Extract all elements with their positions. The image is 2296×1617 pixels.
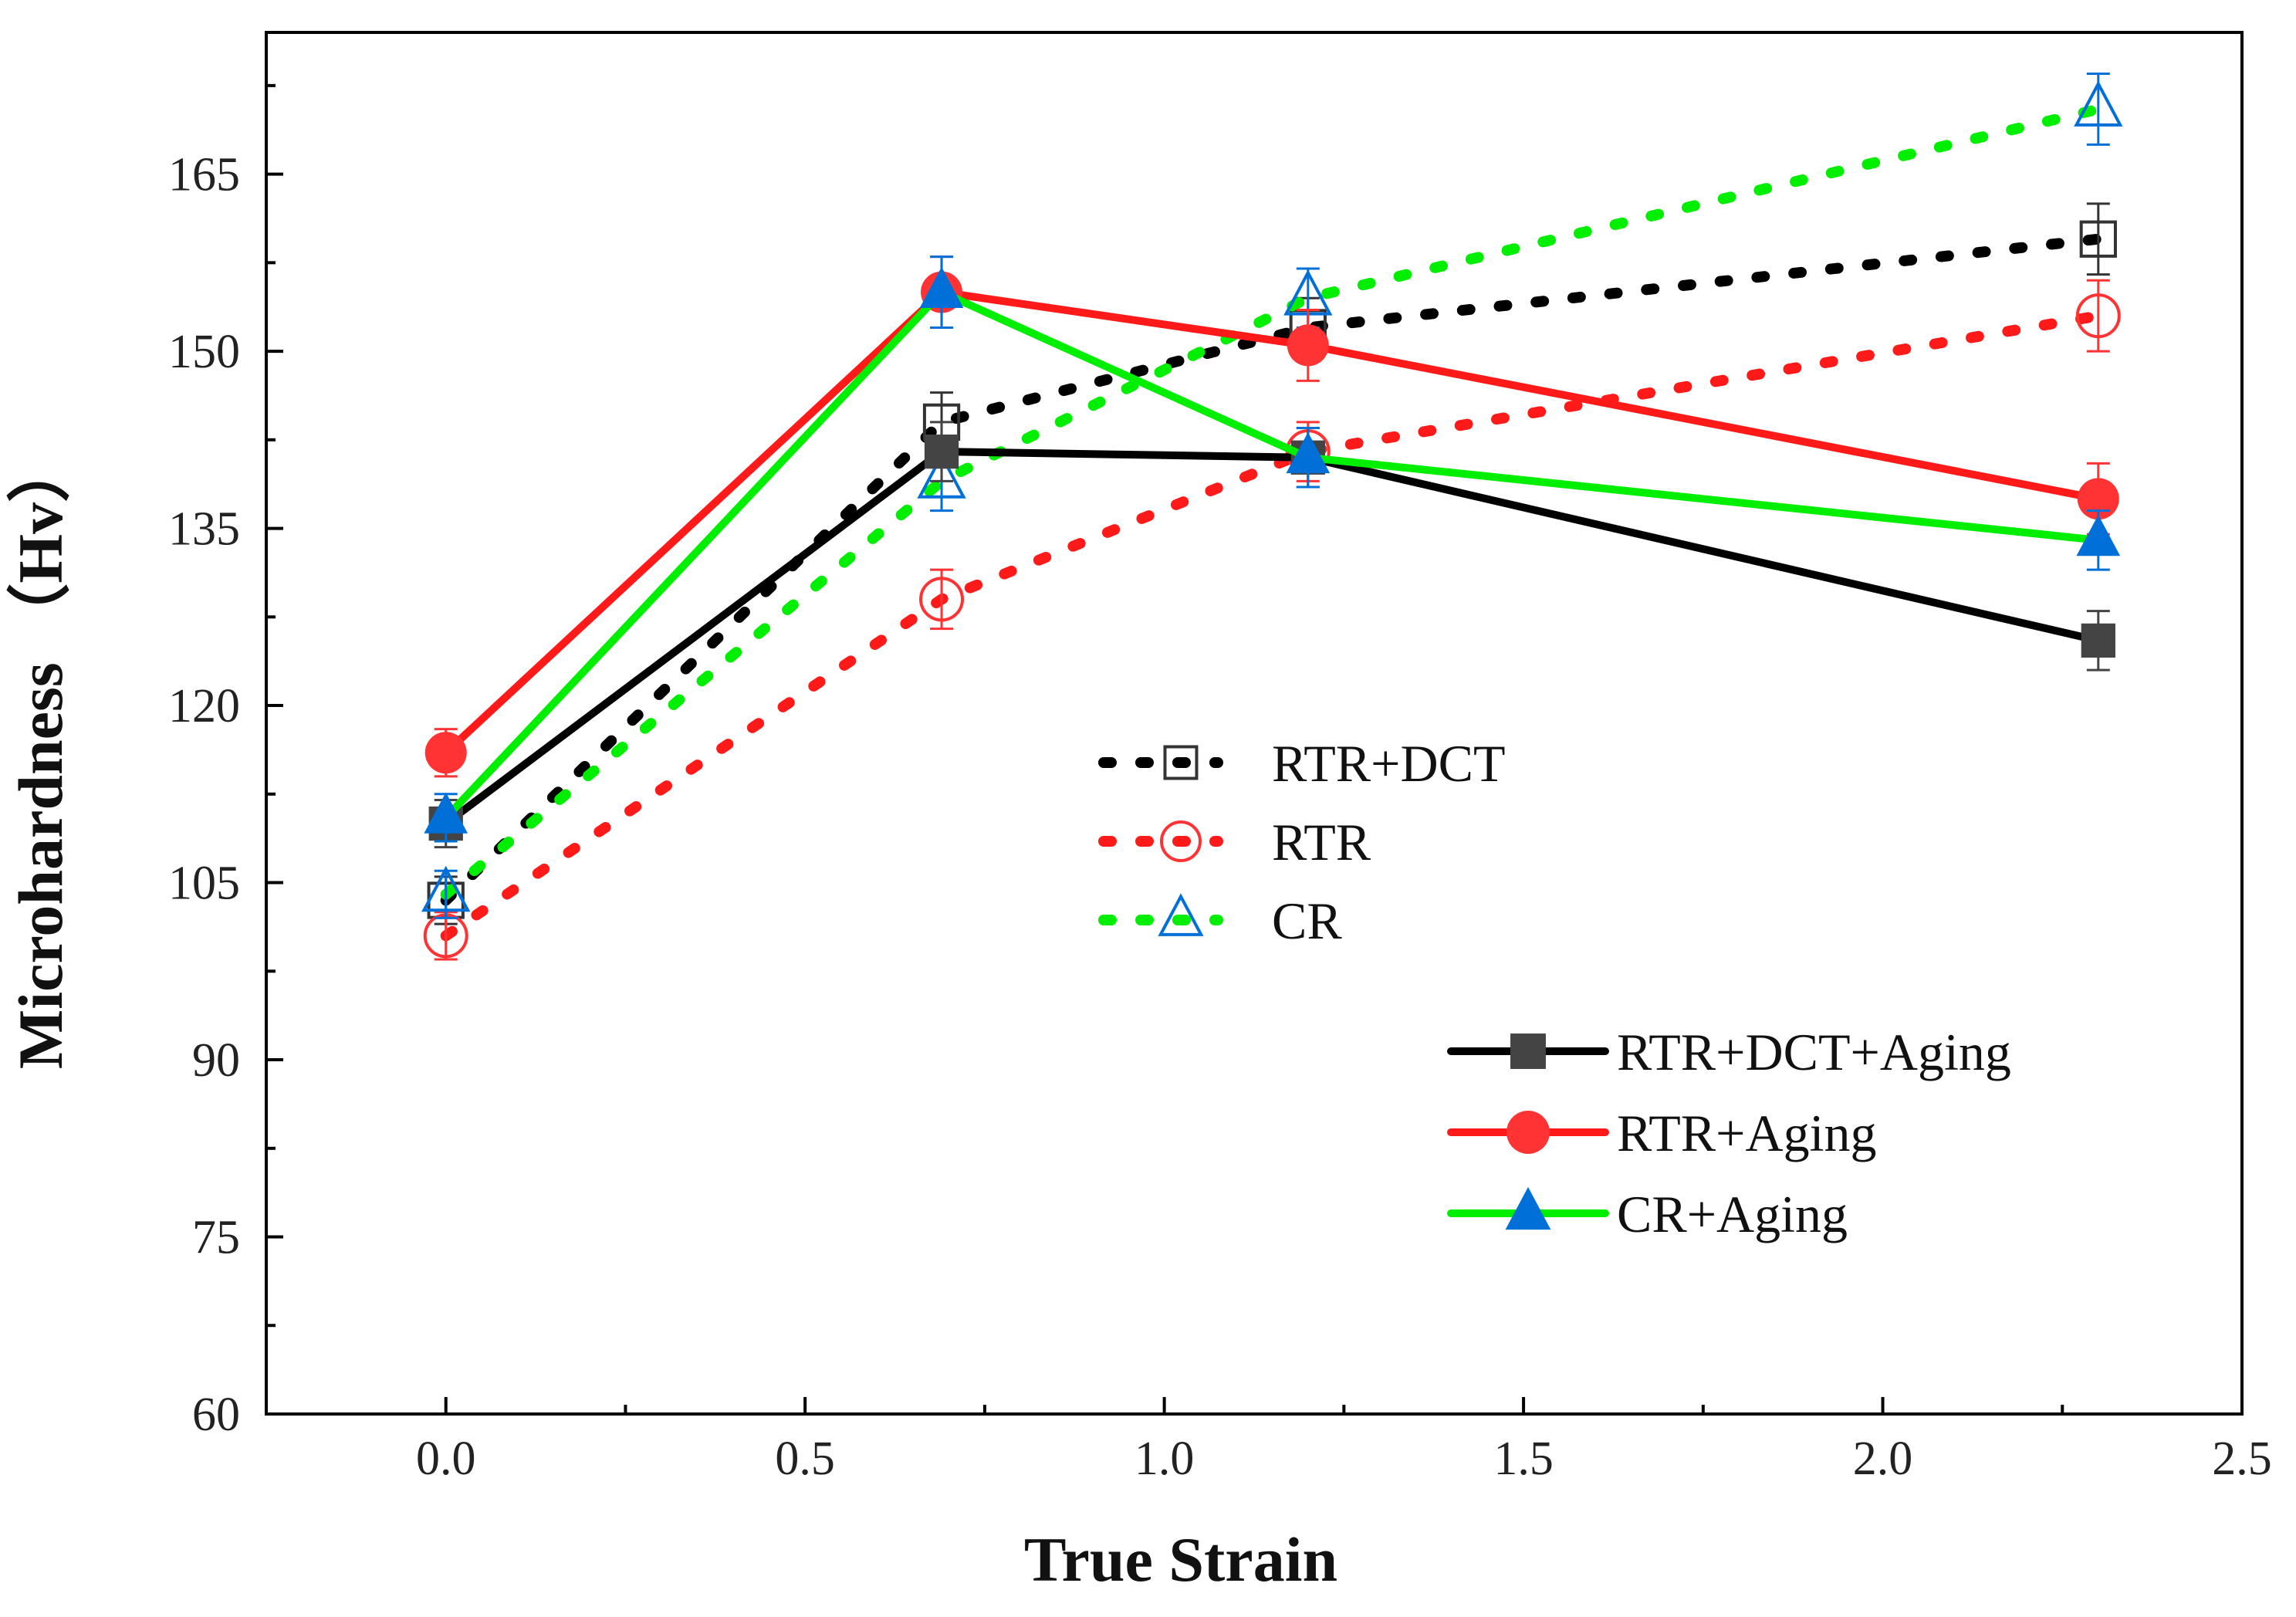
data-point (424, 792, 468, 834)
plot-frame (265, 31, 2244, 1416)
x-tick-label: 0.5 (775, 1433, 835, 1485)
y-tick-label: 75 (192, 1212, 240, 1264)
legend-label: RTR+Aging (1617, 1104, 1877, 1162)
legend-marker (1510, 1033, 1546, 1069)
legend-unaged: RTR+DCT RTR CR (1098, 734, 1506, 950)
series-line (441, 448, 2102, 827)
data-point (919, 266, 964, 308)
data-point (421, 865, 471, 912)
x-tick-label: 2.5 (2212, 1433, 2272, 1485)
y-axis-ticks: 60 75 90 105 120 135 150 165 (168, 83, 283, 1441)
x-tick-label: 2.0 (1853, 1433, 1913, 1485)
legend-label: CR+Aging (1617, 1185, 1848, 1243)
data-point (919, 577, 965, 622)
legend-layer: RTR+DCT RTR CR RTR+DCT+Aging RTR+Aging CR+Agi… (1098, 734, 2011, 1243)
legend-entry-rtr-dct: RTR+DCT (1098, 734, 1506, 793)
plot-area (265, 31, 2244, 1416)
legend-aged: RTR+DCT+Aging RTR+Aging CR+Aging (1447, 1023, 2011, 1243)
data-point (424, 732, 467, 774)
series-line (440, 103, 2104, 900)
legend-entry-cr: CR (1098, 891, 1342, 950)
legend-entry-rtr-dct-aging: RTR+DCT+Aging (1447, 1023, 2011, 1081)
legend-marker (1505, 1186, 1551, 1230)
legend-marker (1160, 820, 1202, 862)
legend-marker (1506, 1111, 1550, 1154)
y-tick-label: 150 (168, 326, 240, 378)
data-point (924, 434, 959, 469)
legend-entry-cr-aging: CR+Aging (1447, 1185, 1848, 1243)
series-layer (421, 73, 2123, 961)
data-point (1287, 324, 1329, 367)
data-point (2079, 220, 2117, 258)
y-tick-label: 120 (168, 680, 240, 732)
y-tick-label: 105 (168, 858, 240, 910)
x-axis-title: True Strain (1024, 1524, 1337, 1595)
y-tick-label: 165 (168, 149, 240, 201)
legend-label: RTR (1272, 813, 1371, 871)
legend-entry-rtr-aging: RTR+Aging (1447, 1104, 1877, 1162)
legend-label: RTR+DCT (1272, 734, 1506, 793)
legend-marker (1163, 745, 1199, 780)
y-axis-title: Microhardness （Hv） (5, 439, 76, 1069)
y-tick-label: 90 (192, 1034, 240, 1087)
series-line (440, 233, 2104, 906)
series-line (440, 310, 2104, 942)
series-line (441, 288, 2102, 757)
legend-label: RTR+DCT+Aging (1617, 1023, 2011, 1081)
data-point (2081, 623, 2115, 658)
x-tick-label: 1.5 (1493, 1433, 1554, 1485)
x-axis-ticks: 0.0 0.5 1.0 1.5 2.0 2.5 (416, 1397, 2272, 1485)
x-tick-label: 0.0 (416, 1433, 476, 1485)
y-tick-label: 135 (168, 503, 240, 556)
data-point (1286, 431, 1331, 474)
data-point (2076, 514, 2121, 556)
data-point (423, 913, 468, 959)
data-point (2074, 80, 2123, 127)
series-line (441, 288, 2102, 822)
legend-label: CR (1272, 891, 1342, 950)
x-tick-label: 1.0 (1134, 1433, 1195, 1485)
data-point (2075, 293, 2121, 339)
series-cr-aging (424, 255, 2121, 843)
data-point (2077, 478, 2119, 520)
data-point (917, 452, 966, 499)
y-tick-label: 60 (192, 1389, 240, 1441)
legend-marker (1158, 893, 1204, 936)
legend-entry-rtr: RTR (1098, 813, 1371, 871)
